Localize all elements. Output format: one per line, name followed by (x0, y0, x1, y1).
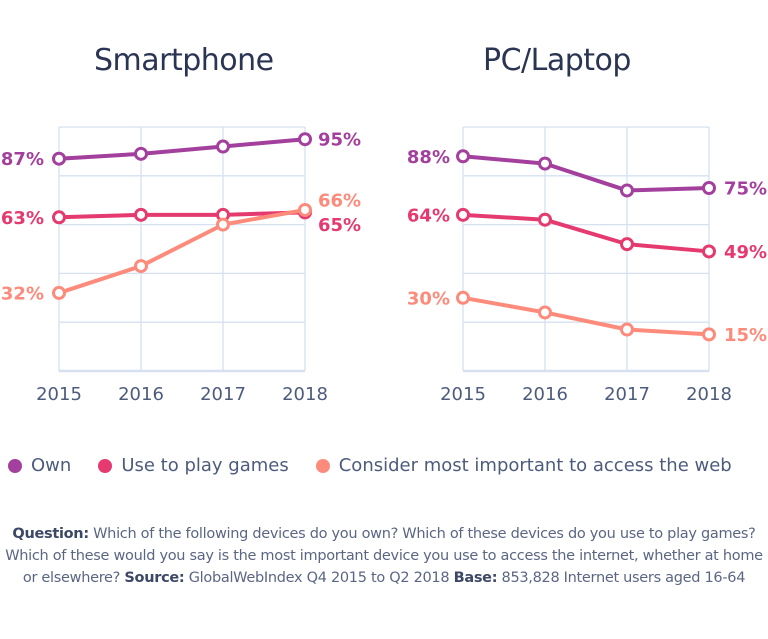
legend-item-web: Consider most important to access the we… (315, 455, 732, 476)
pc-laptop-data-point-own (538, 156, 552, 171)
pc-laptop-data-label-start-use-to-play-games: 64% (407, 205, 450, 226)
chart-title-smartphone: Smartphone (94, 43, 274, 78)
pc-laptop-data-label-start-own: 88% (407, 147, 450, 168)
legend: Own Use to play games Consider most impo… (8, 455, 759, 476)
smartphone-x-tick-label: 2016 (118, 384, 164, 405)
legend-label-games: Use to play games (121, 455, 289, 476)
pc-laptop-data-point-own (702, 181, 716, 195)
legend-label-web: Consider most important to access the we… (338, 455, 732, 476)
pc-laptop-data-label-end-own: 75% (724, 179, 767, 200)
smartphone-data-point-consider-most-important-to-access-the-web (298, 202, 312, 217)
chart-title-pc-laptop: PC/Laptop (483, 43, 631, 78)
smartphone-data-point-own (216, 139, 230, 154)
smartphone-data-label-end-consider-most-important-to-access-the-web: 66% (318, 190, 361, 211)
smartphone-x-tick-label: 2017 (200, 384, 246, 405)
smartphone-data-point-consider-most-important-to-access-the-web (52, 285, 66, 300)
smartphone-data-label-start-own: 87% (1, 149, 44, 170)
pc-laptop-series-line-use-to-play-games (461, 212, 711, 254)
smartphone-x-tick-label: 2018 (282, 384, 328, 405)
base-text: 853,828 Internet users aged 16-64 (497, 570, 746, 586)
smartphone-data-point-consider-most-important-to-access-the-web (134, 259, 148, 274)
question-label: Question: (12, 526, 89, 542)
source-label: Source: (124, 570, 185, 586)
pc-laptop-x-tick-label: 2016 (522, 384, 568, 405)
pc-laptop-data-point-use-to-play-games (702, 244, 716, 259)
smartphone-series-line-own (57, 137, 307, 161)
legend-item-games: Use to play games (98, 455, 289, 476)
pc-laptop-series-line-own (461, 154, 711, 193)
smartphone-data-point-own (134, 146, 148, 161)
pc-laptop-data-point-own (456, 149, 470, 164)
smartphone-data-point-own (52, 151, 66, 166)
legend-label-own: Own (31, 455, 72, 476)
footnote: Question: Which of the following devices… (0, 523, 768, 589)
legend-item-own: Own (8, 455, 71, 476)
legend-swatch-games (98, 458, 113, 473)
pc-laptop-x-tick-label: 2018 (686, 384, 732, 405)
pc-laptop-data-label-end-consider-most-important-to-access-the-web: 15% (724, 325, 767, 346)
pc-laptop-data-point-use-to-play-games (620, 237, 634, 252)
pc-laptop-x-tick-label: 2017 (604, 384, 650, 405)
smartphone-data-label-start-use-to-play-games: 63% (1, 208, 44, 229)
smartphone-data-label-end-use-to-play-games: 65% (318, 215, 361, 236)
smartphone-series-line-consider-most-important-to-access-the-web (57, 207, 307, 295)
pc-laptop-data-label-start-consider-most-important-to-access-the-web: 30% (407, 288, 450, 309)
smartphone-series-line-use-to-play-games (57, 210, 307, 220)
pc-laptop-data-point-consider-most-important-to-access-the-web (702, 327, 716, 342)
legend-swatch-own (8, 458, 22, 473)
pc-laptop-data-point-use-to-play-games (456, 207, 470, 222)
question-text: Which of the following devices do you ow… (5, 526, 763, 586)
pc-laptop-x-tick-label: 2015 (440, 384, 486, 405)
smartphone-data-label-start-consider-most-important-to-access-the-web: 32% (1, 283, 44, 304)
smartphone-x-tick-label: 2015 (36, 384, 82, 405)
smartphone-data-label-end-own: 95% (318, 130, 361, 151)
smartphone-data-point-own (298, 132, 312, 147)
pc-laptop-data-point-consider-most-important-to-access-the-web (456, 290, 470, 305)
pc-laptop-data-label-end-use-to-play-games: 49% (724, 242, 767, 263)
smartphone-data-point-consider-most-important-to-access-the-web (216, 217, 230, 232)
smartphone-data-point-use-to-play-games (134, 207, 148, 222)
legend-swatch-web (315, 458, 330, 473)
pc-laptop-data-point-use-to-play-games (538, 212, 552, 227)
source-text: GlobalWebIndex Q4 2015 to Q2 2018 (184, 570, 454, 586)
pc-laptop-series-line-consider-most-important-to-access-the-web (461, 295, 711, 337)
pc-laptop-data-point-consider-most-important-to-access-the-web (538, 305, 552, 320)
base-label: Base: (453, 570, 498, 586)
pc-laptop-data-point-consider-most-important-to-access-the-web (620, 322, 634, 337)
pc-laptop-data-point-own (620, 183, 634, 198)
charts-canvas: 2015 2016 2017 2018 87% 95% 63% 65% 32% 66% 2015 20… (1, 126, 767, 405)
smartphone-data-point-use-to-play-games (52, 210, 66, 225)
